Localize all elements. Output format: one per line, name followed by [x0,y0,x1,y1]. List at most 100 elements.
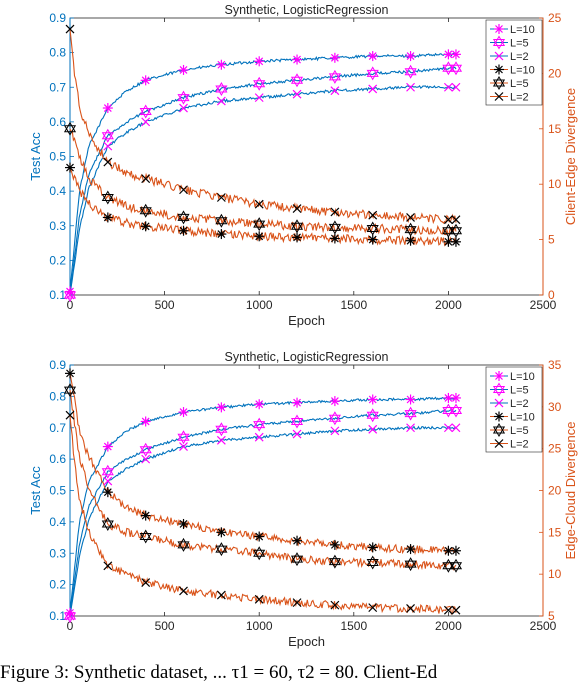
data-point-marker [177,537,190,552]
data-point-marker [404,557,417,572]
data-point-marker [103,476,113,486]
plot-area [69,364,544,617]
data-point-marker [103,157,113,167]
data-point-marker [328,554,341,569]
data-point-marker [140,510,151,521]
data-point-marker [102,487,113,498]
data-point-marker [366,408,379,423]
y-tick-label: 0.5 [49,484,66,498]
data-point-marker [405,51,416,62]
data-point-marker [405,544,416,555]
figure-caption: Figure 3: Synthetic dataset, ... τ1 = 60… [0,662,438,683]
data-point-marker [406,604,415,613]
data-point-marker [405,235,416,246]
data-point-marker [329,539,340,550]
data-point-marker [329,233,340,244]
y-tick-label: 0.9 [49,358,66,372]
data-point-marker [65,162,75,173]
x-tick-label: 1000 [246,298,273,312]
data-point-marker [141,454,151,464]
legend-label: L=10 [510,65,535,77]
x-tick-label: 2000 [435,298,462,312]
data-point-marker [216,435,226,445]
y-tick-label: 0.4 [49,515,66,529]
data-point-marker [330,600,340,610]
data-point-marker [179,185,188,195]
data-point-marker [368,424,378,434]
data-point-marker [451,82,461,92]
y-tick-label: 0.8 [49,389,66,403]
data-point-marker [253,76,266,91]
y-tick-label: 0.9 [49,11,66,25]
data-point-marker [451,423,461,433]
data-point-marker [139,104,152,119]
data-point-marker [404,222,417,237]
legend-marker [494,439,504,448]
data-point-marker [178,518,189,529]
data-point-marker [63,121,77,136]
data-point-marker [141,174,151,184]
data-point-marker [101,517,114,531]
y-tick-label: 0.2 [49,578,66,592]
data-point-marker [101,464,114,479]
y-axis-label: Test Acc [28,466,43,515]
x-tick-label: 2500 [530,298,557,312]
y2-tick-label: 5 [548,233,555,247]
y2-tick-label: 20 [548,484,562,498]
data-point-marker [140,221,151,232]
data-point-marker [367,234,378,245]
data-point-marker [449,61,463,76]
data-point-marker [102,441,113,452]
data-point-marker [215,82,228,96]
data-point-marker [65,368,75,379]
y-tick-label: 0.8 [49,46,66,60]
data-point-marker [368,84,378,94]
series-line-l10-divergence [69,373,457,556]
data-point-marker [330,426,340,436]
data-point-marker [141,117,151,127]
data-point-marker [328,411,341,426]
data-point-marker [449,558,463,573]
y2-tick-label: 5 [548,609,555,623]
data-point-marker [292,429,302,439]
data-point-marker [179,586,188,596]
x-tick-label: 0 [67,298,74,312]
y2-tick-label: 20 [548,66,562,80]
series-line-l2-acc [69,84,457,296]
series-line-l2-divergence [69,29,457,225]
data-point-marker [102,103,113,114]
legend-marker [492,423,506,437]
legend-marker [492,35,506,50]
legend-label: L=5 [510,425,529,437]
y-tick-label: 0.6 [49,452,66,466]
data-point-marker [65,24,75,34]
data-point-marker [292,204,302,214]
data-point-marker [292,54,303,65]
y-tick-label: 0.2 [49,253,66,267]
data-point-marker [366,221,379,236]
legend-label: L=5 [510,78,529,90]
legend-marker [492,382,506,397]
legend-marker [494,371,504,381]
y-tick-label: 0.7 [49,80,66,94]
legend: L=10L=5L=2L=10L=5L=2 [485,19,543,106]
data-point-marker [103,561,113,571]
y2-tick-label: 10 [548,567,562,581]
series-line-l2-divergence [69,415,457,616]
series-line-l2-acc [69,425,457,617]
data-point-marker [140,416,151,427]
y-tick-label: 0.1 [49,609,66,623]
data-point-marker [216,229,227,240]
legend-label: L=2 [510,398,529,410]
y2-tick-label: 35 [548,358,562,372]
x-tick-label: 2500 [530,619,557,633]
data-point-marker [215,213,228,228]
data-point-marker [406,82,415,92]
legend-label: L=2 [510,439,529,451]
data-point-marker [442,223,455,238]
legend-marker [494,411,504,422]
legend-label: L=10 [510,24,535,36]
data-point-marker [141,578,151,587]
legend-marker [492,76,506,90]
y2-tick-label: 25 [548,11,562,25]
